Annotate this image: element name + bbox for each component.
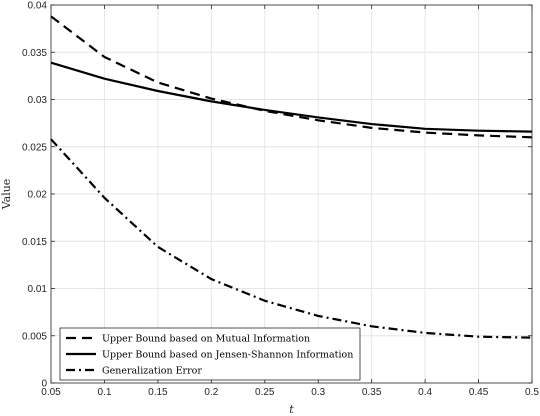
y-tick-label: 0.035 xyxy=(22,48,47,59)
y-axis-label: Value xyxy=(0,179,13,211)
legend-label-2: Upper Bound based on Jensen-Shannon Info… xyxy=(102,350,353,361)
x-tick-label: 0.35 xyxy=(362,387,382,398)
series-line-3 xyxy=(50,138,533,339)
y-tick-label: 0.04 xyxy=(28,1,48,12)
x-axis-label: t xyxy=(289,403,294,416)
y-tick-label: 0.01 xyxy=(28,284,48,295)
legend-box xyxy=(59,327,361,381)
legend-label-1: Upper Bound based on Mutual Information xyxy=(102,334,310,345)
x-tick-label: 0.1 xyxy=(97,387,111,398)
x-tick-label: 0.5 xyxy=(525,387,539,398)
y-tick-label: 0.03 xyxy=(28,95,48,106)
x-tick-label: 0.25 xyxy=(255,387,275,398)
y-tick-label: 0 xyxy=(41,379,47,390)
series-lines xyxy=(50,15,533,339)
series-line-1 xyxy=(50,15,533,139)
legend: Upper Bound based on Mutual Information U… xyxy=(59,327,361,381)
x-tick-label: 0.4 xyxy=(418,387,432,398)
x-tick-label: 0.45 xyxy=(469,387,489,398)
y-tick-label: 0.02 xyxy=(28,190,48,201)
y-tick-label: 0.005 xyxy=(22,331,47,342)
x-tick-label: 0.3 xyxy=(311,387,325,398)
legend-label-3: Generalization Error xyxy=(102,366,202,377)
y-tick-label: 0.015 xyxy=(22,237,47,248)
grid-lines xyxy=(50,4,533,384)
series-line-2 xyxy=(50,61,533,133)
x-tick-label: 0.05 xyxy=(41,387,61,398)
x-tick-label: 0.15 xyxy=(148,387,168,398)
y-tick-label: 0.025 xyxy=(22,142,47,153)
axis-ticks: 0.05 0.1 0.15 0.2 0.25 0.3 0.35 0.4 0.45 0.5 0 0.00… xyxy=(22,1,539,399)
x-tick-label: 0.2 xyxy=(204,387,218,398)
